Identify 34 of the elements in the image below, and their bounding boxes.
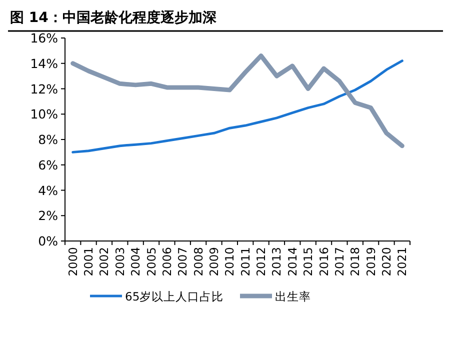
x-tick-label: 2001: [82, 247, 96, 276]
x-tick-label: 2010: [222, 247, 237, 276]
x-tick-label: 2008: [191, 247, 206, 276]
x-tick-label: 2018: [348, 247, 362, 276]
y-tick-label: 2%: [38, 208, 58, 224]
legend-label: 65岁以上人口占比: [125, 290, 224, 304]
x-tick-label: 2003: [112, 247, 127, 276]
y-tick-label: 10%: [30, 106, 58, 122]
y-tick-label: 4%: [38, 182, 58, 198]
x-tick-label: 2013: [270, 247, 284, 276]
x-tick-label: 2011: [238, 247, 252, 276]
x-tick-label: 2015: [301, 247, 316, 276]
y-tick-label: 16%: [30, 30, 58, 46]
y-tick-label: 0%: [38, 234, 58, 248]
legend-label: 出生率: [275, 290, 311, 304]
chart-title: 图 14：中国老龄化程度逐步加深: [10, 9, 218, 26]
x-tick-label: 2016: [316, 247, 331, 276]
y-tick-label: 14%: [30, 56, 58, 71]
x-tick-label: 2014: [285, 247, 300, 276]
x-tick-label: 2005: [144, 247, 158, 276]
x-tick-label: 2017: [332, 247, 346, 276]
x-tick-label: 2012: [254, 247, 268, 276]
x-tick-label: 2021: [395, 247, 410, 276]
x-tick-label: 2007: [176, 247, 190, 276]
x-tick-label: 2009: [206, 247, 221, 276]
x-tick-label: 2000: [66, 247, 80, 276]
x-tick-label: 2019: [364, 247, 378, 276]
x-tick-label: 2006: [160, 247, 174, 276]
x-tick-label: 2004: [128, 247, 143, 276]
x-tick-label: 2002: [97, 247, 112, 276]
y-tick-label: 6%: [38, 157, 58, 172]
y-tick-label: 12%: [30, 81, 58, 96]
y-tick-label: 8%: [38, 132, 58, 147]
x-tick-label: 2020: [379, 247, 394, 276]
